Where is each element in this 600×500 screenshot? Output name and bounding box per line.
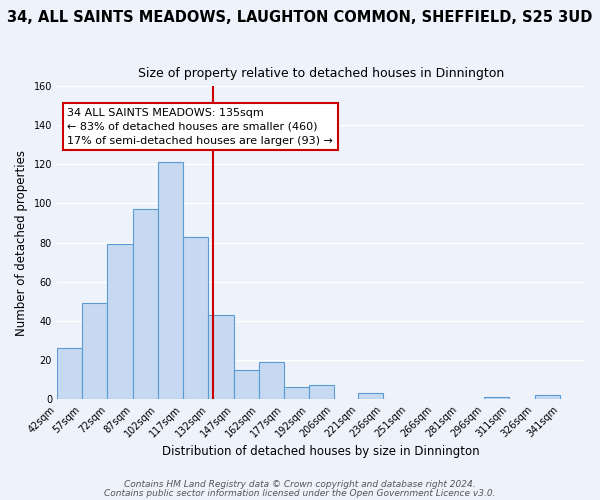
Bar (183, 236, 208, 399)
Text: 34, ALL SAINTS MEADOWS, LAUGHTON COMMON, SHEFFIELD, S25 3UD: 34, ALL SAINTS MEADOWS, LAUGHTON COMMON,… (7, 10, 593, 25)
Bar (82, 303, 107, 399)
Bar (133, 209, 158, 399)
Text: Contains HM Land Registry data © Crown copyright and database right 2024.: Contains HM Land Registry data © Crown c… (124, 480, 476, 489)
Bar (233, 370, 259, 399)
Title: Size of property relative to detached houses in Dinnington: Size of property relative to detached ho… (138, 68, 504, 80)
Text: Contains public sector information licensed under the Open Government Licence v3: Contains public sector information licen… (104, 488, 496, 498)
X-axis label: Distribution of detached houses by size in Dinnington: Distribution of detached houses by size … (162, 444, 480, 458)
Bar (158, 162, 183, 399)
Bar (208, 315, 233, 399)
Bar (535, 396, 560, 399)
Bar (57, 348, 82, 399)
Bar (358, 394, 383, 399)
Bar (259, 362, 284, 399)
Text: 34 ALL SAINTS MEADOWS: 135sqm
← 83% of detached houses are smaller (460)
17% of : 34 ALL SAINTS MEADOWS: 135sqm ← 83% of d… (67, 108, 334, 146)
Bar (484, 397, 509, 399)
Bar (284, 388, 309, 399)
Y-axis label: Number of detached properties: Number of detached properties (15, 150, 28, 336)
Bar (107, 244, 133, 399)
Bar (309, 386, 334, 399)
